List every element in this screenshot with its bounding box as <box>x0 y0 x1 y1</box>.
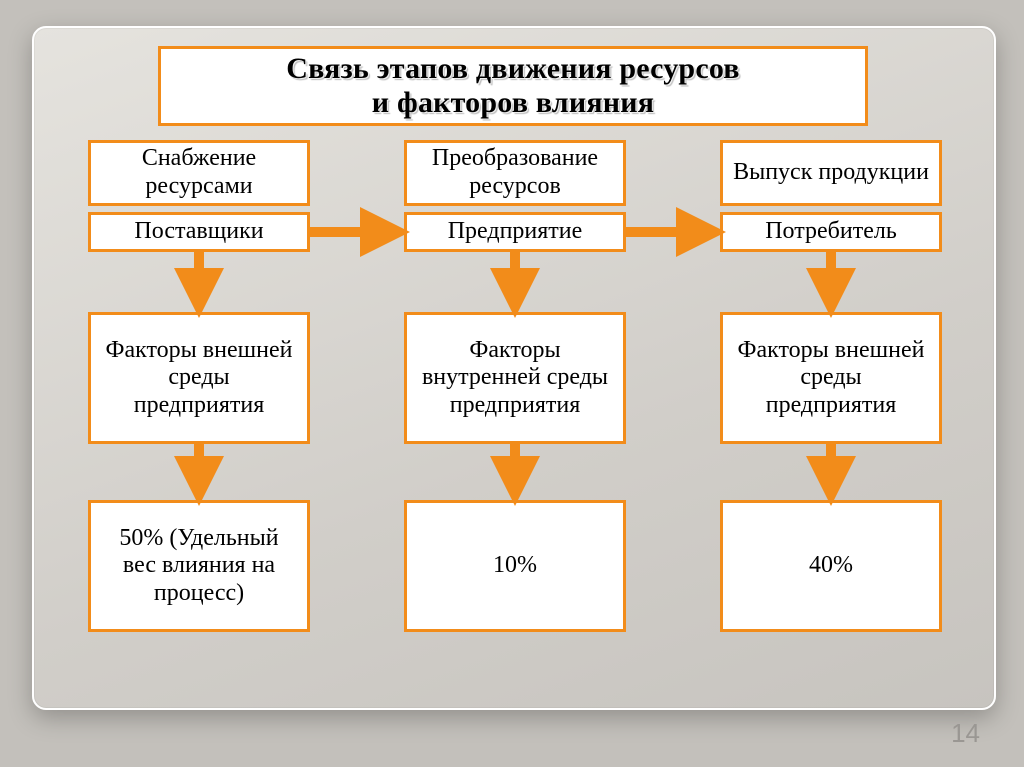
title-line2: и факторов влияния <box>372 86 654 119</box>
factor-box-external-1: Факторы внешней среды предприятия <box>88 312 310 444</box>
slide-frame: Связь этапов движения ресурсов и факторо… <box>32 26 996 710</box>
diagram-title: Связь этапов движения ресурсов и факторо… <box>158 46 868 126</box>
actor-box-consumer: Потребитель <box>720 212 942 252</box>
stage-box-supply: Снабжение ресурсами <box>88 140 310 206</box>
title-line1: Связь этапов движения ресурсов <box>286 52 739 85</box>
weight-box-10: 10% <box>404 500 626 632</box>
stage-box-output: Выпуск продукции <box>720 140 942 206</box>
factor-box-internal: Факторы внутренней среды предприятия <box>404 312 626 444</box>
factor-box-external-2: Факторы внешней среды предприятия <box>720 312 942 444</box>
weight-box-50: 50% (Удельный вес влияния на процесс) <box>88 500 310 632</box>
actor-box-suppliers: Поставщики <box>88 212 310 252</box>
page-number: 14 <box>951 718 980 749</box>
weight-box-40: 40% <box>720 500 942 632</box>
stage-box-transform: Преобразование ресурсов <box>404 140 626 206</box>
actor-box-enterprise: Предприятие <box>404 212 626 252</box>
